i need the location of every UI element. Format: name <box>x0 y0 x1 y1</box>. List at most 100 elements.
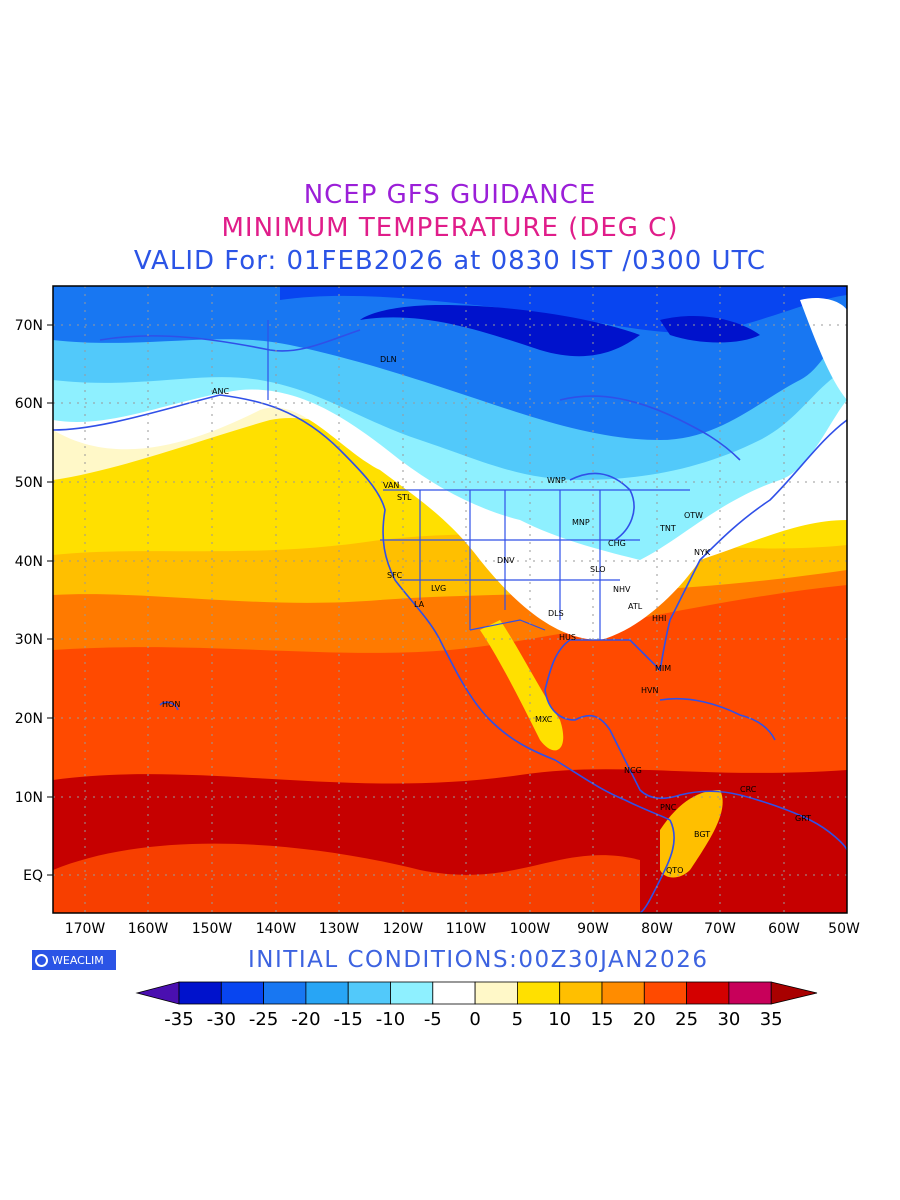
city-label: HON <box>162 700 180 709</box>
colorbar-label: -25 <box>249 1009 278 1030</box>
us-mexico-border <box>469 619 546 631</box>
city-label: VAN <box>383 481 399 490</box>
city-label: MXC <box>535 715 553 724</box>
lat-label: 30N <box>15 632 43 648</box>
lat-label: 20N <box>15 711 43 727</box>
atlantic-gulf-coast <box>544 419 847 731</box>
lon-label: 130W <box>319 921 360 937</box>
colorbar-label: 25 <box>675 1009 698 1030</box>
city-label: CHG <box>608 539 626 548</box>
longitude-labels: 170W 160W 150W 140W 130W 120W 110W 100W … <box>65 921 860 937</box>
lon-label: 140W <box>256 921 297 937</box>
band-minus30 <box>360 305 640 357</box>
city-label: HVN <box>641 686 658 695</box>
colorbar-cell <box>263 981 307 1005</box>
colorbar-cell <box>559 981 603 1005</box>
city-label: NYK <box>694 548 711 557</box>
arctic-coast <box>99 329 361 352</box>
city-label: SLO <box>590 565 606 574</box>
lat-label: 10N <box>15 790 43 806</box>
city-label: QTO <box>666 866 683 875</box>
colorbar-cell <box>220 981 265 1005</box>
logo-circle-icon <box>35 953 48 967</box>
colorbar-label: 20 <box>633 1009 656 1030</box>
colorbar-label: 10 <box>548 1009 571 1030</box>
city-label: BGT <box>694 830 710 839</box>
colorbar-label: 30 <box>717 1009 740 1030</box>
hawaii <box>159 701 179 711</box>
colorbar <box>135 981 818 1005</box>
colorbar-cell <box>686 981 730 1005</box>
colorbar-cell <box>728 981 772 1005</box>
lon-label: 160W <box>128 921 169 937</box>
city-label: MNP <box>572 518 590 527</box>
city-label: TNT <box>659 524 676 533</box>
city-label: PNC <box>660 803 677 812</box>
city-label: SFC <box>387 571 403 580</box>
colorbar-label: -5 <box>424 1009 442 1030</box>
greater-antilles <box>659 697 776 741</box>
lon-label: 50W <box>828 921 860 937</box>
coastlines <box>53 329 847 913</box>
logo-text: WEACLIM <box>52 953 104 967</box>
lat-label: 60N <box>15 396 43 412</box>
city-label: CRC <box>740 785 757 794</box>
initial-conditions: INITIAL CONDITIONS:00Z30JAN2026 <box>248 947 709 973</box>
colorbar-cell <box>305 981 349 1005</box>
colorbar-label: 5 <box>512 1009 523 1030</box>
lon-label: 90W <box>577 921 609 937</box>
colorbar-cell <box>390 981 434 1005</box>
temperature-field <box>53 286 847 913</box>
colorbar-cell <box>517 981 561 1005</box>
city-label: MIM <box>655 664 671 673</box>
city-label: LA <box>414 600 425 609</box>
lon-label: 170W <box>65 921 106 937</box>
lon-label: 100W <box>510 921 551 937</box>
colorbar-arrow-high <box>770 981 818 1005</box>
map-frame <box>52 285 848 914</box>
colorbar-labels: -35 -30 -25 -20 -15 -10 -5 0 5 10 15 20 25 30 35 <box>164 1009 782 1030</box>
city-label: NHV <box>613 585 631 594</box>
title-line-3: VALID For: 01FEB2026 at 0830 IST /0300 U… <box>133 246 767 276</box>
colorbar-label: -35 <box>164 1009 193 1030</box>
warm-tongue <box>53 843 640 913</box>
city-label: GRT <box>795 814 811 823</box>
city-label: OTW <box>684 511 703 520</box>
city-label: ATL <box>628 602 643 611</box>
colorbar-label: 35 <box>760 1009 783 1030</box>
latitude-labels: 70N 60N 50N 40N 30N 20N 10N EQ <box>15 318 53 884</box>
city-label: DLS <box>548 609 564 618</box>
lat-label: EQ <box>23 868 43 884</box>
band-minus30b <box>660 315 760 343</box>
lat-label: 40N <box>15 554 43 570</box>
colorbar-label: 0 <box>469 1009 480 1030</box>
weaclim-logo: WEACLIM <box>32 950 116 970</box>
lon-label: 60W <box>768 921 800 937</box>
city-label: DNV <box>497 556 515 565</box>
lon-label: 70W <box>704 921 736 937</box>
lat-label: 50N <box>15 475 43 491</box>
city-label: STL <box>397 493 412 502</box>
lon-label: 150W <box>192 921 233 937</box>
city-label: WNP <box>547 476 566 485</box>
city-labels: DLN ANC VAN STL WNP OTW MNP TNT CHG NYK … <box>162 355 811 875</box>
political-boundaries <box>267 320 690 640</box>
colorbar-label: -30 <box>207 1009 236 1030</box>
greenland-edge <box>800 298 847 400</box>
colorbar-cell <box>601 981 645 1005</box>
andes-cool <box>660 790 723 878</box>
colorbar-cell <box>178 981 222 1005</box>
caribbean-coast <box>609 729 847 851</box>
colorbar-label: -20 <box>291 1009 320 1030</box>
colorbar-cell <box>474 981 518 1005</box>
colorbar-arrow-low <box>135 981 180 1005</box>
city-label: DLN <box>380 355 397 364</box>
city-label: ANC <box>212 387 229 396</box>
colorbar-label: 15 <box>591 1009 614 1030</box>
sa-west-coast <box>639 819 675 913</box>
hudson-bay <box>559 395 741 461</box>
pacific-coast <box>53 394 671 821</box>
lat-lon-grid <box>53 286 847 913</box>
city-label: LVG <box>431 584 446 593</box>
